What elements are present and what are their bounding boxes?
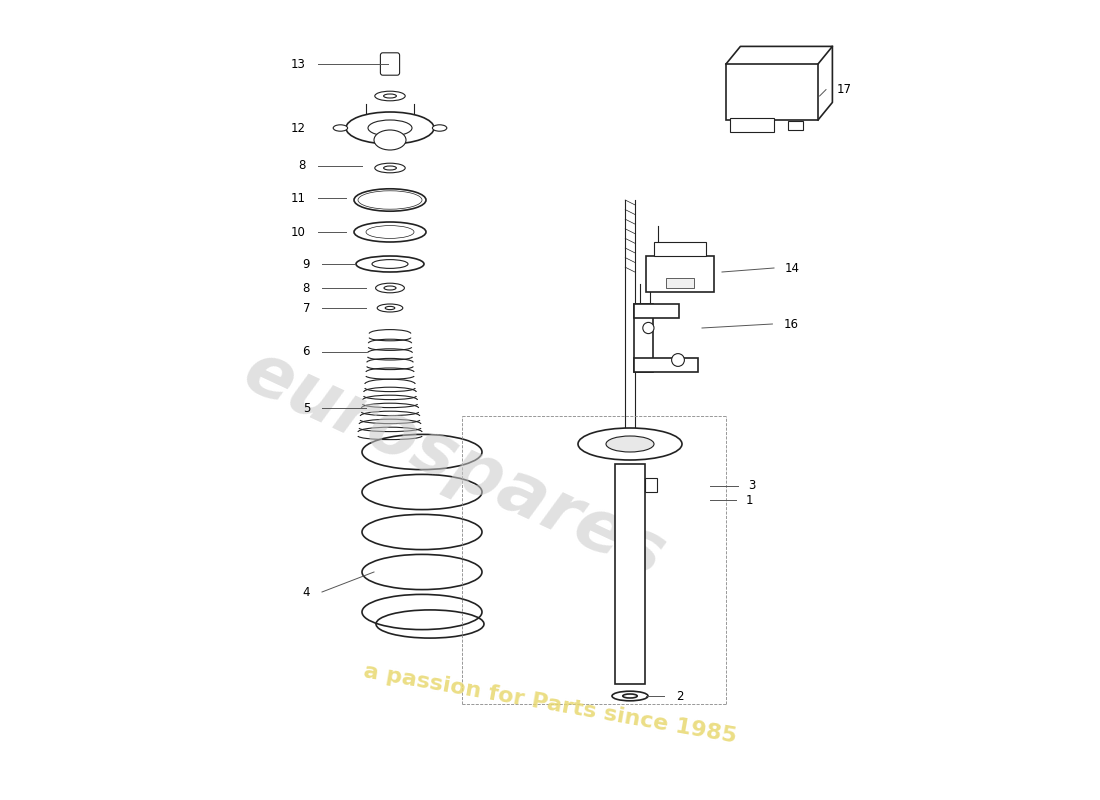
Text: 11: 11 [292, 192, 306, 205]
Text: eurospares: eurospares [232, 336, 675, 592]
Text: 3: 3 [748, 479, 756, 492]
Ellipse shape [375, 283, 405, 293]
Text: 5: 5 [302, 402, 310, 414]
Ellipse shape [354, 222, 426, 242]
Ellipse shape [377, 304, 403, 312]
Text: a passion for Parts since 1985: a passion for Parts since 1985 [362, 662, 738, 746]
Ellipse shape [384, 166, 396, 170]
Text: 9: 9 [302, 258, 310, 270]
Text: 12: 12 [292, 122, 306, 134]
Ellipse shape [354, 189, 426, 211]
Ellipse shape [384, 286, 396, 290]
Text: 17: 17 [836, 83, 851, 96]
Ellipse shape [333, 125, 348, 131]
Text: 2: 2 [676, 690, 684, 702]
Ellipse shape [612, 691, 648, 701]
Text: 1: 1 [746, 494, 754, 506]
Bar [634, 358, 698, 372]
Ellipse shape [346, 112, 434, 144]
Ellipse shape [356, 256, 424, 272]
Text: 10: 10 [292, 226, 306, 238]
Ellipse shape [374, 130, 406, 150]
Text: 8: 8 [298, 159, 306, 172]
Text: 14: 14 [784, 262, 800, 274]
Bar [634, 304, 679, 318]
Bar [615, 464, 646, 684]
Ellipse shape [375, 91, 405, 101]
Bar [646, 478, 657, 492]
Ellipse shape [358, 190, 422, 210]
Bar [789, 121, 803, 130]
Bar [666, 278, 694, 288]
Text: 13: 13 [292, 58, 306, 70]
Bar [726, 64, 818, 120]
Bar [634, 304, 653, 372]
Ellipse shape [372, 259, 408, 268]
FancyBboxPatch shape [381, 53, 399, 75]
Ellipse shape [385, 306, 395, 310]
Ellipse shape [606, 436, 654, 452]
Text: 4: 4 [302, 586, 310, 598]
Text: 7: 7 [302, 302, 310, 314]
Bar [654, 242, 706, 256]
Circle shape [642, 322, 654, 334]
Ellipse shape [368, 120, 412, 136]
Ellipse shape [623, 694, 637, 698]
Circle shape [672, 354, 684, 366]
Ellipse shape [432, 125, 447, 131]
Text: 6: 6 [302, 346, 310, 358]
Ellipse shape [384, 94, 396, 98]
Ellipse shape [578, 428, 682, 460]
Ellipse shape [375, 163, 405, 173]
Text: 8: 8 [302, 282, 310, 294]
Ellipse shape [364, 192, 416, 208]
Ellipse shape [366, 226, 414, 238]
Text: 16: 16 [783, 318, 799, 330]
Bar [730, 118, 774, 132]
Ellipse shape [370, 194, 410, 206]
Bar [646, 256, 714, 292]
Ellipse shape [370, 227, 410, 238]
